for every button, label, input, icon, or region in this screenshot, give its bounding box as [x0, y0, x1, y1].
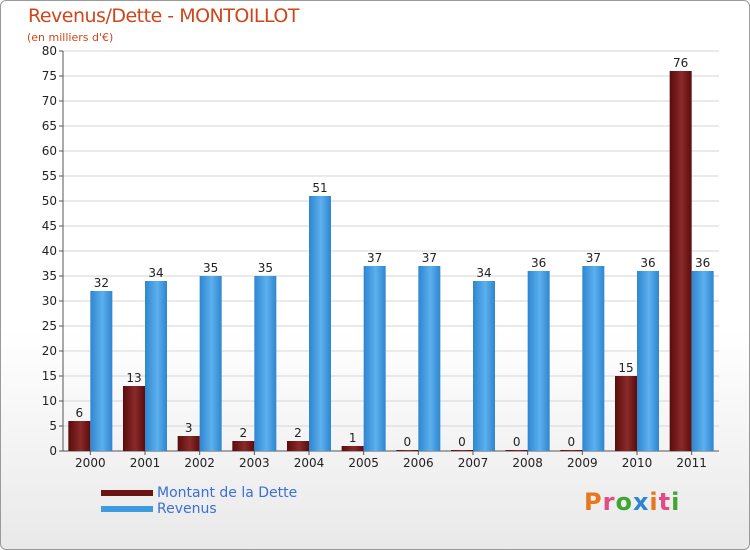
y-tick-label-0: 0: [49, 444, 57, 458]
bar-revenus-2004: [309, 196, 331, 451]
bar-dette-2000: [68, 421, 91, 451]
data-label-dette-2011: 76: [673, 56, 688, 70]
y-tick-label-20: 20: [42, 344, 57, 358]
bar-revenus-2009: [582, 266, 605, 451]
legend-swatch-revenus: [101, 506, 153, 512]
data-label-revenus-2004: 51: [312, 181, 327, 195]
x-tick-label-2004: 2004: [294, 456, 325, 470]
data-label-dette-2001: 13: [126, 371, 141, 385]
y-tick-label-70: 70: [42, 94, 57, 108]
y-tick-label-80: 80: [42, 44, 57, 58]
bar-revenus-2006: [418, 266, 441, 451]
proxiti-logo: Proxiti: [584, 488, 680, 516]
bar-revenus-2002: [199, 276, 222, 451]
x-tick-label-2002: 2002: [184, 456, 215, 470]
x-tick-label-2005: 2005: [348, 456, 379, 470]
bar-dette-2009: [560, 450, 583, 451]
x-tick-label-2001: 2001: [130, 456, 161, 470]
bar-revenus-2011: [691, 271, 714, 451]
bar-dette-2003: [232, 441, 255, 451]
logo-letter: r: [602, 488, 616, 516]
data-label-revenus-2001: 34: [148, 266, 163, 280]
legend-label-revenus: Revenus: [157, 501, 217, 517]
x-tick-label-2007: 2007: [458, 456, 489, 470]
bar-revenus-2010: [637, 271, 659, 451]
data-label-dette-2006: 0: [404, 435, 412, 449]
data-label-revenus-2005: 37: [367, 251, 382, 265]
bar-revenus-2003: [254, 276, 277, 451]
x-tick-label-2003: 2003: [239, 456, 270, 470]
logo-letter: x: [632, 488, 650, 516]
bar-revenus-2008: [527, 271, 550, 451]
logo-letter: i: [671, 488, 681, 516]
data-label-revenus-2002: 35: [203, 261, 218, 275]
data-label-revenus-2006: 37: [422, 251, 437, 265]
data-label-dette-2010: 15: [618, 361, 633, 375]
y-tick-label-60: 60: [42, 144, 57, 158]
x-tick-label-2011: 2011: [676, 456, 707, 470]
y-tick-label-75: 75: [42, 69, 57, 83]
logo-letter: i: [649, 488, 659, 516]
data-label-dette-2003: 2: [240, 426, 248, 440]
x-tick-label-2010: 2010: [622, 456, 653, 470]
bar-dette-2010: [615, 376, 637, 451]
y-tick-label-35: 35: [42, 269, 57, 283]
bar-dette-2006: [396, 450, 419, 451]
data-label-revenus-2007: 34: [476, 266, 491, 280]
logo-letter: o: [615, 488, 633, 516]
y-tick-label-5: 5: [49, 419, 57, 433]
chart-title: Revenus/Dette - MONTOILLOT: [28, 5, 299, 27]
data-label-revenus-2011: 36: [695, 256, 710, 270]
bar-revenus-2005: [363, 266, 386, 451]
logo-letter: P: [584, 488, 603, 516]
bar-dette-2005: [341, 446, 364, 451]
y-tick-label-55: 55: [42, 169, 57, 183]
data-label-dette-2009: 0: [568, 435, 576, 449]
y-tick-label-15: 15: [42, 369, 57, 383]
y-tick-label-25: 25: [42, 319, 57, 333]
bar-dette-2008: [505, 450, 528, 451]
data-label-revenus-2008: 36: [531, 256, 546, 270]
data-label-dette-2005: 1: [349, 431, 357, 445]
x-tick-label-2000: 2000: [75, 456, 106, 470]
bar-dette-2007: [451, 450, 473, 451]
bar-revenus-2001: [145, 281, 167, 451]
legend-label-dette: Montant de la Dette: [157, 485, 298, 501]
bar-chart: 0510152025303540455055606570758063220001…: [42, 44, 719, 470]
bar-dette-2001: [123, 386, 145, 451]
bar-dette-2002: [177, 436, 200, 451]
legend-swatch-dette: [101, 490, 153, 496]
data-label-revenus-2003: 35: [258, 261, 273, 275]
data-label-revenus-2000: 32: [94, 276, 109, 290]
x-tick-label-2008: 2008: [512, 456, 543, 470]
y-tick-label-45: 45: [42, 219, 57, 233]
x-tick-label-2006: 2006: [403, 456, 434, 470]
data-label-dette-2000: 6: [76, 406, 84, 420]
y-tick-label-50: 50: [42, 194, 57, 208]
y-tick-label-65: 65: [42, 119, 57, 133]
y-tick-label-40: 40: [42, 244, 57, 258]
data-label-revenus-2009: 37: [586, 251, 601, 265]
data-label-dette-2002: 3: [185, 421, 193, 435]
data-label-dette-2004: 2: [294, 426, 302, 440]
data-label-dette-2007: 0: [458, 435, 466, 449]
y-tick-label-10: 10: [42, 394, 57, 408]
data-label-dette-2008: 0: [513, 435, 521, 449]
bar-revenus-2000: [90, 291, 113, 451]
x-tick-label-2009: 2009: [567, 456, 598, 470]
y-tick-label-30: 30: [42, 294, 57, 308]
data-label-revenus-2010: 36: [640, 256, 655, 270]
chart-subtitle: (en milliers d'€): [27, 31, 114, 44]
bar-revenus-2007: [473, 281, 495, 451]
bar-dette-2011: [669, 71, 692, 451]
bar-dette-2004: [287, 441, 309, 451]
logo-letter: t: [658, 488, 672, 516]
